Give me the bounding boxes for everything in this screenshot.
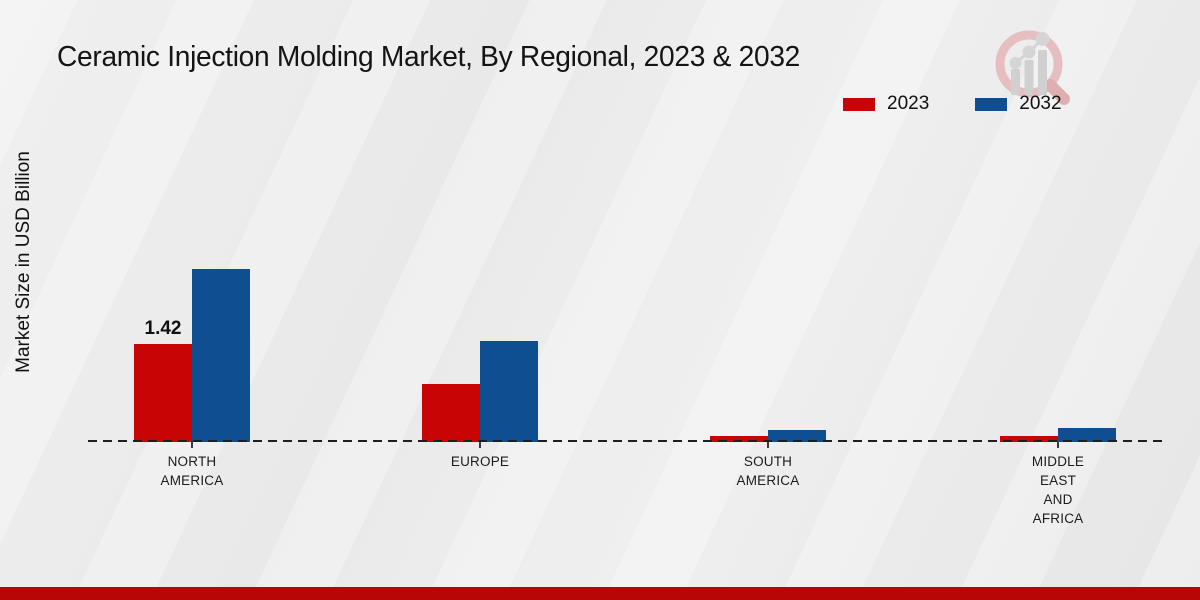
x-axis-tick [479, 442, 481, 448]
legend-item-2023: 2023 [843, 93, 929, 115]
x-axis-baseline [88, 440, 1163, 442]
footer-accent-bar [0, 587, 1200, 600]
legend-swatch [975, 97, 1008, 111]
x-axis-category-label: SOUTH AMERICA [736, 454, 800, 488]
chart-title: Ceramic Injection Molding Market, By Reg… [57, 41, 801, 73]
legend-label: 2023 [887, 93, 930, 114]
legend-label: 2032 [1019, 93, 1062, 114]
x-axis-category-label: MIDDLE EAST AND AFRICA [1031, 454, 1085, 526]
magnifier-growth-chart-icon [995, 30, 1070, 105]
bar-2032-3 [768, 430, 826, 442]
watermark-logo [988, 26, 1080, 117]
bar-2032-4 [1058, 428, 1116, 442]
bar-2032-1 [192, 269, 250, 442]
x-axis-category-label: EUROPE [450, 454, 510, 469]
bar-2023-2 [422, 384, 480, 442]
x-axis-tick [1057, 442, 1059, 448]
legend: 2023 2032 [843, 93, 1062, 115]
bar-2032-2 [480, 341, 538, 442]
x-axis-tick [767, 442, 769, 448]
bar-2023-3 [710, 436, 768, 442]
x-axis-category-label: NORTH AMERICA [160, 454, 224, 488]
legend-swatch [843, 97, 875, 111]
legend-item-2032: 2032 [975, 93, 1062, 115]
bar-value-label: 1.42 [144, 318, 182, 339]
bar-2023-4 [1000, 436, 1058, 442]
bar-2023-1 [134, 344, 192, 442]
x-axis-tick [191, 442, 193, 448]
plot-area: 1.42 [134, 269, 1116, 442]
